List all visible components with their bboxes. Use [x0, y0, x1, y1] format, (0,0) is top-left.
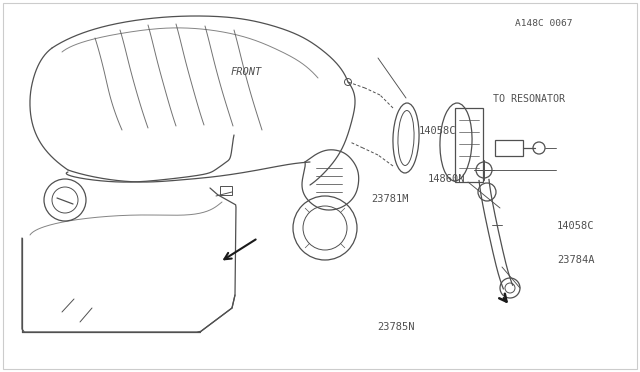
Bar [495, 140, 523, 156]
Text: 14860N: 14860N [428, 174, 465, 183]
Text: FRONT: FRONT [230, 67, 262, 77]
Text: 23781M: 23781M [371, 194, 409, 204]
Text: 14058C: 14058C [557, 221, 595, 231]
Text: TO RESONATOR: TO RESONATOR [493, 94, 564, 103]
Text: 23784A: 23784A [557, 256, 595, 265]
Bar [455, 108, 483, 182]
Text: 14058C: 14058C [419, 126, 457, 136]
Text: 23785N: 23785N [378, 323, 415, 332]
Bar [220, 186, 232, 195]
Text: A148C 0067: A148C 0067 [515, 19, 573, 28]
